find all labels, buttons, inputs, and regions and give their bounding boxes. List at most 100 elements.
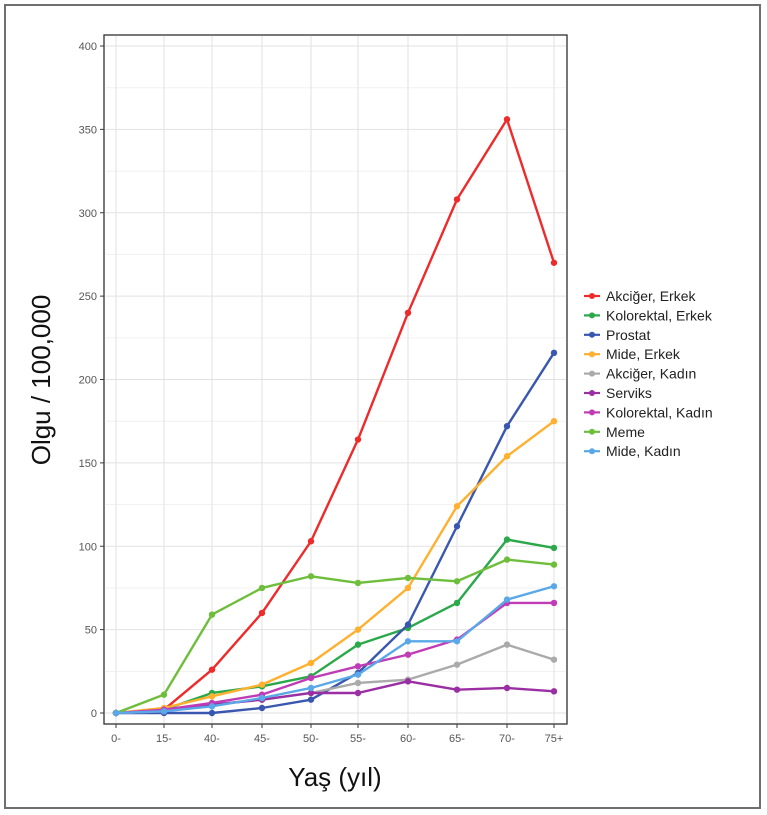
data-point — [404, 651, 412, 658]
data-point — [307, 573, 315, 580]
data-point — [453, 578, 461, 585]
x-tick-label: 15- — [156, 733, 172, 745]
series-group — [112, 556, 558, 717]
data-point — [453, 638, 461, 645]
data-point — [550, 259, 558, 266]
data-point — [550, 544, 558, 552]
data-point — [307, 696, 315, 703]
series-lines — [112, 116, 558, 717]
legend-item: Akciğer, Kadın — [584, 366, 696, 382]
legend-swatch-point — [589, 409, 595, 416]
data-point — [258, 609, 266, 617]
data-point — [208, 666, 216, 673]
data-point — [258, 704, 266, 712]
legend-label: Serviks — [606, 385, 652, 401]
x-tick-label: 55- — [350, 733, 366, 745]
x-tick-label: 50- — [303, 733, 319, 745]
data-point — [112, 709, 120, 717]
data-point — [550, 349, 558, 357]
legend-label: Mide, Erkek — [606, 346, 681, 362]
data-point — [503, 641, 511, 648]
y-tick-label: 0 — [91, 708, 97, 720]
data-point — [354, 579, 362, 587]
data-point — [160, 691, 168, 698]
legend-swatch-point — [589, 312, 595, 319]
data-point — [453, 503, 461, 510]
data-point — [208, 693, 216, 700]
data-point — [453, 686, 461, 693]
data-point — [208, 709, 216, 717]
data-point — [503, 556, 511, 563]
legend-swatch-point — [589, 293, 595, 299]
x-tick-label: 75+ — [545, 733, 564, 745]
legend-label: Akciğer, Erkek — [606, 288, 696, 304]
data-point — [354, 689, 362, 697]
data-point — [503, 422, 511, 430]
data-point — [160, 708, 168, 715]
data-point — [404, 678, 412, 685]
data-point — [208, 703, 216, 710]
data-point — [404, 621, 412, 628]
data-point — [453, 661, 461, 668]
data-point — [354, 679, 362, 687]
legend-swatch-point — [589, 370, 595, 377]
legend-item: Mide, Erkek — [584, 346, 681, 362]
series-line — [114, 118, 556, 715]
y-tick-label: 150 — [79, 458, 97, 470]
x-tick-label: 0- — [111, 733, 121, 745]
legend-item: Meme — [584, 424, 645, 440]
data-point — [258, 694, 266, 702]
legend-label: Meme — [606, 424, 645, 440]
data-point — [404, 638, 412, 645]
legend: Akciğer, Erkek Kolorektal, Erkek Prostat Mi… — [584, 288, 713, 459]
x-tick-label: 65- — [449, 733, 465, 745]
y-tick-label: 300 — [79, 208, 97, 220]
data-point — [307, 674, 315, 682]
data-point — [550, 561, 558, 568]
data-point — [550, 656, 558, 663]
legend-label: Mide, Kadın — [606, 443, 681, 459]
data-point — [404, 574, 412, 582]
y-tick-label: 250 — [79, 291, 97, 303]
data-point — [550, 599, 558, 607]
legend-label: Kolorektal, Erkek — [606, 307, 713, 323]
data-point — [453, 196, 461, 203]
legend-item: Mide, Kadın — [584, 443, 681, 459]
data-point — [307, 689, 315, 697]
legend-label: Akciğer, Kadın — [606, 366, 696, 382]
data-point — [503, 684, 511, 692]
grid — [103, 34, 568, 725]
y-tick-label: 50 — [85, 625, 97, 637]
x-tick-label: 70- — [499, 733, 515, 745]
data-point — [307, 538, 315, 545]
y-tick-label: 100 — [79, 541, 97, 553]
y-tick-label: 200 — [79, 375, 97, 387]
legend-label: Kolorektal, Kadın — [606, 404, 713, 420]
data-point — [354, 641, 362, 648]
series-line — [114, 585, 556, 715]
legend-item: Kolorektal, Erkek — [584, 307, 713, 323]
y-tick-label: 400 — [79, 41, 97, 53]
series-line — [114, 558, 556, 715]
x-tick-label: 40- — [204, 733, 220, 745]
series-group — [112, 583, 558, 717]
data-point — [503, 596, 511, 603]
series-line — [114, 419, 556, 715]
legend-swatch-point — [589, 448, 595, 455]
data-point — [404, 309, 412, 316]
legend-item: Prostat — [584, 327, 650, 343]
legend-swatch-point — [589, 390, 595, 396]
data-point — [550, 417, 558, 425]
y-tick-label: 350 — [79, 124, 97, 136]
x-tick-label: 45- — [254, 733, 270, 745]
data-point — [354, 626, 362, 633]
data-point — [258, 584, 266, 592]
data-point — [550, 583, 558, 590]
legend-swatch-point — [589, 428, 595, 435]
series-line — [114, 351, 556, 715]
data-point — [258, 681, 266, 688]
x-tick-label: 60- — [400, 733, 416, 745]
legend-item: Akciğer, Erkek — [584, 288, 696, 304]
data-point — [404, 584, 412, 592]
